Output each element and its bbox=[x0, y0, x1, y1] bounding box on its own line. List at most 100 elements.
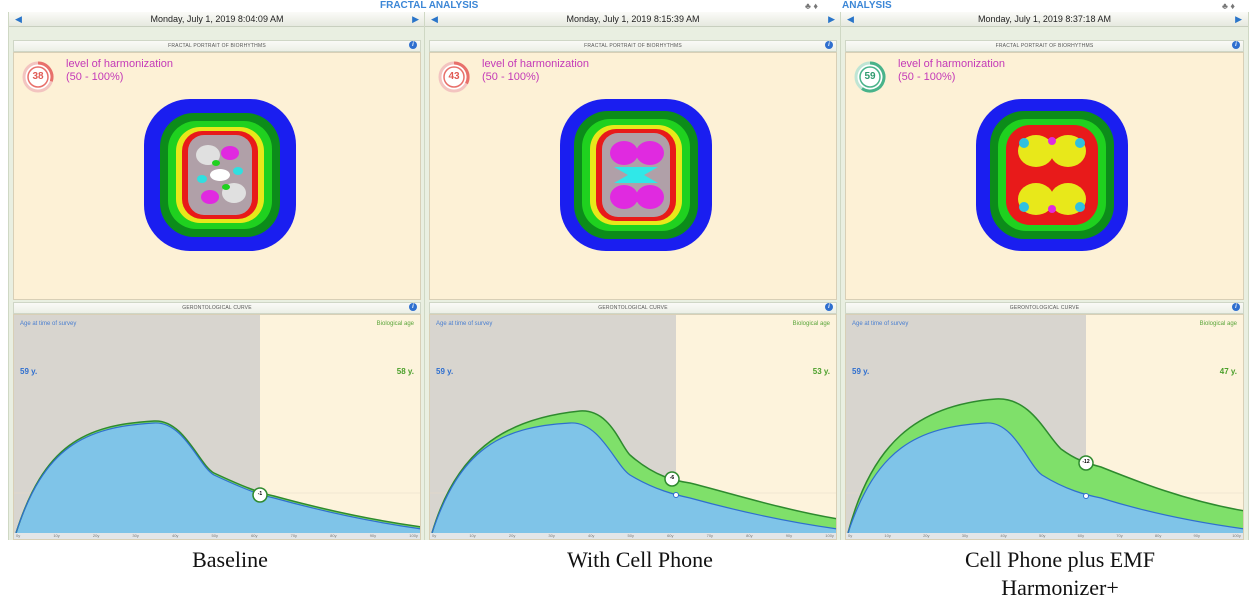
age-value: 59 y. bbox=[436, 367, 454, 376]
harmonization-value: 43 bbox=[448, 71, 460, 82]
app-title-partial: ANALYSIS bbox=[842, 0, 892, 11]
gerontological-curve: -12 Age at time of survey Biological age… bbox=[845, 314, 1244, 540]
fractal-image bbox=[560, 99, 712, 251]
caption-line-2: Harmonizer+ bbox=[1001, 575, 1119, 600]
tick-label: 30y bbox=[548, 533, 555, 538]
fractal-portrait: 43 level of harmonization (50 - 100%) bbox=[429, 52, 837, 300]
info-icon[interactable]: i bbox=[409, 303, 417, 311]
gerontological-curve: -1 Age at time of survey Biological age … bbox=[13, 314, 421, 540]
curve-section-title: GERONTOLOGICAL CURVE i bbox=[845, 302, 1244, 314]
fractal-image bbox=[976, 99, 1128, 251]
date-bar: ◀ Monday, July 1, 2019 8:04:09 AM ▶ bbox=[9, 12, 425, 27]
tick-label: 60y bbox=[251, 533, 258, 538]
biological-age-label: Biological age bbox=[376, 321, 414, 327]
info-icon[interactable]: i bbox=[409, 41, 417, 49]
harmonization-gauge-icon bbox=[854, 61, 886, 93]
prev-arrow-icon[interactable]: ◀ bbox=[431, 14, 438, 24]
tick-label: 70y bbox=[1116, 533, 1123, 538]
tick-label: 40y bbox=[587, 533, 595, 538]
age-label: Age at time of survey bbox=[436, 321, 493, 327]
biological-age-label: Biological age bbox=[792, 321, 830, 327]
tick-label: 40y bbox=[1000, 533, 1007, 538]
tick-label: 20y bbox=[508, 533, 516, 538]
toolbar-icons[interactable]: ♣ ♦ bbox=[805, 1, 818, 11]
harmonization-range: (50 - 100%) bbox=[898, 71, 956, 83]
axis-ticks: 0y 10y 20y 30y 40y 50y 60y 70y 80y 90y 100y bbox=[16, 533, 418, 539]
caption-cell-phone: With Cell Phone bbox=[567, 547, 713, 572]
fractal-image bbox=[144, 99, 296, 251]
session-date: Monday, July 1, 2019 8:37:18 AM bbox=[978, 14, 1111, 24]
tick-label: 10y bbox=[884, 533, 891, 538]
tick-label: 100y bbox=[409, 533, 418, 538]
biological-age-label: Biological age bbox=[1199, 321, 1237, 327]
axis-ticks: 0y 10y 20y 30y 40y 50y 60y 70y 80y 90y 100y bbox=[432, 533, 834, 539]
tick-label: 10y bbox=[469, 533, 476, 538]
info-icon[interactable]: i bbox=[825, 303, 833, 311]
fractal-portrait: 38 level of harmonization (50 - 100%) bbox=[13, 52, 421, 300]
session-date: Monday, July 1, 2019 8:04:09 AM bbox=[150, 14, 284, 24]
tick-label: 70y bbox=[290, 533, 298, 538]
harmonization-label: level of harmonization bbox=[898, 58, 1006, 70]
session-date: Monday, July 1, 2019 8:15:39 AM bbox=[566, 14, 700, 24]
analysis-panel-baseline: ◀ Monday, July 1, 2019 8:04:09 AM ▶ FRAC… bbox=[8, 12, 426, 540]
tick-label: 50y bbox=[627, 533, 634, 538]
age-value: 59 y. bbox=[20, 367, 38, 376]
age-difference: -12 bbox=[1082, 459, 1090, 465]
prev-arrow-icon[interactable]: ◀ bbox=[847, 14, 854, 24]
harmonization-gauge-icon bbox=[438, 61, 470, 93]
caption-line-1: Cell Phone plus EMF bbox=[964, 547, 1156, 572]
info-icon[interactable]: i bbox=[1232, 41, 1240, 49]
next-arrow-icon[interactable]: ▶ bbox=[1235, 14, 1242, 24]
harmonization-value: 38 bbox=[32, 71, 44, 82]
next-arrow-icon[interactable]: ▶ bbox=[828, 14, 835, 24]
tick-label: 50y bbox=[1038, 533, 1046, 538]
tick-label: 90y bbox=[785, 533, 793, 538]
axis-ticks: 0y 10y 20y 30y 40y 50y 60y 70y 80y 90y 100y bbox=[848, 533, 1241, 539]
curve-section-title: GERONTOLOGICAL CURVE i bbox=[429, 302, 837, 314]
curve-chart bbox=[846, 315, 1243, 539]
tick-label: 100y bbox=[1232, 533, 1241, 538]
fractal-section-title: FRACTAL PORTRAIT OF BIORHYTHMS i bbox=[845, 40, 1244, 52]
prev-arrow-icon[interactable]: ◀ bbox=[15, 14, 22, 24]
tick-label: 20y bbox=[923, 533, 930, 538]
age-difference: -6 bbox=[669, 475, 675, 481]
tick-label: 80y bbox=[1154, 533, 1162, 538]
gerontological-curve: -6 Age at time of survey Biological age … bbox=[429, 314, 837, 540]
tick-label: 30y bbox=[961, 533, 969, 538]
harmonization-range: (50 - 100%) bbox=[66, 71, 124, 83]
curve-section-title: GERONTOLOGICAL CURVE i bbox=[13, 302, 421, 314]
next-arrow-icon[interactable]: ▶ bbox=[412, 14, 419, 24]
tick-label: 0y bbox=[16, 533, 21, 538]
tick-label: 10y bbox=[53, 533, 60, 538]
fractal-portrait: 59 level of harmonization (50 - 100%) bbox=[845, 52, 1244, 300]
tick-label: 70y bbox=[706, 533, 714, 538]
harmonization-gauge-icon bbox=[22, 61, 54, 93]
caption-baseline: Baseline bbox=[192, 547, 268, 572]
date-bar: ◀ Monday, July 1, 2019 8:15:39 AM ▶ bbox=[425, 12, 841, 27]
biological-age-value: 53 y. bbox=[812, 367, 830, 376]
harmonization-value: 59 bbox=[864, 71, 876, 82]
info-icon[interactable]: i bbox=[1232, 303, 1240, 311]
tick-label: 100y bbox=[825, 533, 834, 538]
harmonization-label: level of harmonization bbox=[482, 58, 590, 70]
age-difference: -1 bbox=[257, 491, 263, 497]
app-title: FRACTAL ANALYSIS bbox=[380, 0, 479, 11]
harmonization-label: level of harmonization bbox=[66, 58, 174, 70]
toolbar-icons-right[interactable]: ♣ ♦ bbox=[1222, 1, 1235, 11]
analysis-panel-cell-phone: ◀ Monday, July 1, 2019 8:15:39 AM ▶ FRAC… bbox=[424, 12, 842, 540]
age-label: Age at time of survey bbox=[20, 321, 77, 327]
biological-age-value: 58 y. bbox=[396, 367, 414, 376]
biological-age-value: 47 y. bbox=[1219, 367, 1237, 376]
tick-label: 90y bbox=[369, 533, 377, 538]
tick-label: 60y bbox=[667, 533, 674, 538]
harmonization-range: (50 - 100%) bbox=[482, 71, 540, 83]
tick-label: 90y bbox=[1193, 533, 1200, 538]
fractal-section-title: FRACTAL PORTRAIT OF BIORHYTHMS i bbox=[429, 40, 837, 52]
tick-label: 20y bbox=[92, 533, 100, 538]
info-icon[interactable]: i bbox=[825, 41, 833, 49]
tick-label: 50y bbox=[211, 533, 218, 538]
tick-label: 80y bbox=[330, 533, 337, 538]
curve-chart bbox=[14, 315, 420, 539]
analysis-panel-harmonizer: ◀ Monday, July 1, 2019 8:37:18 AM ▶ FRAC… bbox=[840, 12, 1249, 540]
curve-chart bbox=[430, 315, 836, 539]
